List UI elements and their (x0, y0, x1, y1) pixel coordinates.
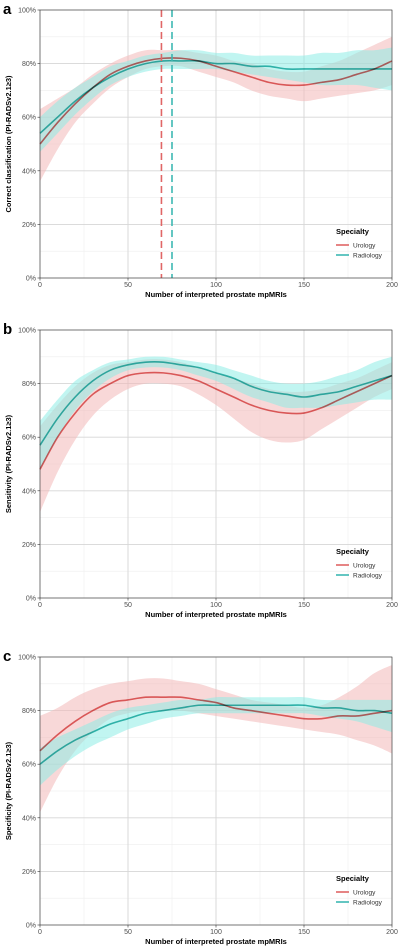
y-tick-label: 40% (22, 488, 36, 495)
confidence-band-urology (40, 665, 392, 813)
confidence-band-radiology (40, 47, 392, 153)
y-tick-label: 0% (26, 276, 36, 283)
legend: Specialty Urology Radiology (336, 547, 383, 579)
confidence-band-radiology (40, 356, 392, 470)
x-tick-label: 150 (298, 929, 310, 936)
x-tick-label: 200 (386, 282, 398, 289)
x-tick-label: 100 (210, 602, 222, 609)
y-tick-label: 80% (22, 381, 36, 388)
x-tick-label: 100 (210, 929, 222, 936)
y-axis-title: Specificity (PI-RADSv2.1≥3) (4, 741, 13, 840)
legend-title: Specialty (336, 874, 370, 883)
legend-label-radiology: Radiology (353, 252, 383, 259)
series-line-radiology (39, 59, 392, 134)
y-tick-label: 0% (26, 923, 36, 930)
y-tick-label: 40% (22, 168, 36, 175)
x-tick-label: 150 (298, 282, 310, 289)
x-axis-title: Number of interpreted prostate mpMRIs (145, 290, 287, 299)
y-tick-label: 0% (26, 596, 36, 603)
series-line-radiology (39, 361, 393, 446)
panel-letter: b (3, 321, 12, 338)
y-tick-label: 20% (22, 222, 36, 229)
y-axis-title: Sensitivity (PI-RADSv2.1≥3) (4, 414, 13, 513)
x-tick-label: 200 (386, 602, 398, 609)
y-tick-label: 80% (22, 61, 36, 68)
x-axis-title: Number of interpreted prostate mpMRIs (145, 937, 287, 946)
legend-label-urology: Urology (353, 562, 376, 569)
y-tick-label: 60% (22, 435, 36, 442)
x-tick-label: 50 (124, 282, 132, 289)
legend-label-urology: Urology (353, 242, 376, 249)
y-tick-label: 100% (18, 8, 36, 15)
x-tick-label: 50 (124, 602, 132, 609)
x-tick-label: 100 (210, 282, 222, 289)
x-tick-label: 200 (386, 929, 398, 936)
panel-letter: c (3, 648, 11, 665)
x-tick-label: 150 (298, 602, 310, 609)
x-tick-label: 0 (38, 282, 42, 289)
legend-label-radiology: Radiology (353, 572, 383, 579)
series-line-urology (39, 696, 393, 752)
legend-title: Specialty (336, 227, 370, 236)
legend-label-urology: Urology (353, 889, 376, 896)
chart-panel-a: 0% 20% 40% 60% 80% 100% 0 50 100 150 200 Number of … (3, 1, 398, 299)
legend-label-radiology: Radiology (353, 899, 383, 906)
y-tick-label: 20% (22, 869, 36, 876)
x-tick-label: 50 (124, 929, 132, 936)
chart-panel-c: 0% 20% 40% 60% 80% 100% 0 50 100 150 200 Number of … (3, 648, 398, 946)
x-axis-title: Number of interpreted prostate mpMRIs (145, 610, 287, 619)
panel-letter: a (3, 1, 12, 18)
y-tick-label: 40% (22, 815, 36, 822)
y-axis-title: Correct classification (PI-RADSv2.1≥3) (4, 75, 13, 213)
legend: Specialty Urology Radiology (336, 227, 383, 259)
y-tick-label: 20% (22, 542, 36, 549)
chart-panel-b: 0% 20% 40% 60% 80% 100% 0 50 100 150 200 Number of … (3, 321, 398, 619)
y-tick-label: 60% (22, 115, 36, 122)
y-tick-label: 100% (18, 328, 36, 335)
x-tick-label: 0 (38, 929, 42, 936)
x-tick-label: 0 (38, 602, 42, 609)
legend-title: Specialty (336, 547, 370, 556)
series-line-radiology (39, 704, 393, 765)
series-line-urology (39, 371, 393, 470)
y-tick-label: 80% (22, 708, 36, 715)
y-tick-label: 60% (22, 762, 36, 769)
y-tick-label: 100% (18, 655, 36, 662)
legend: Specialty Urology Radiology (336, 874, 383, 906)
